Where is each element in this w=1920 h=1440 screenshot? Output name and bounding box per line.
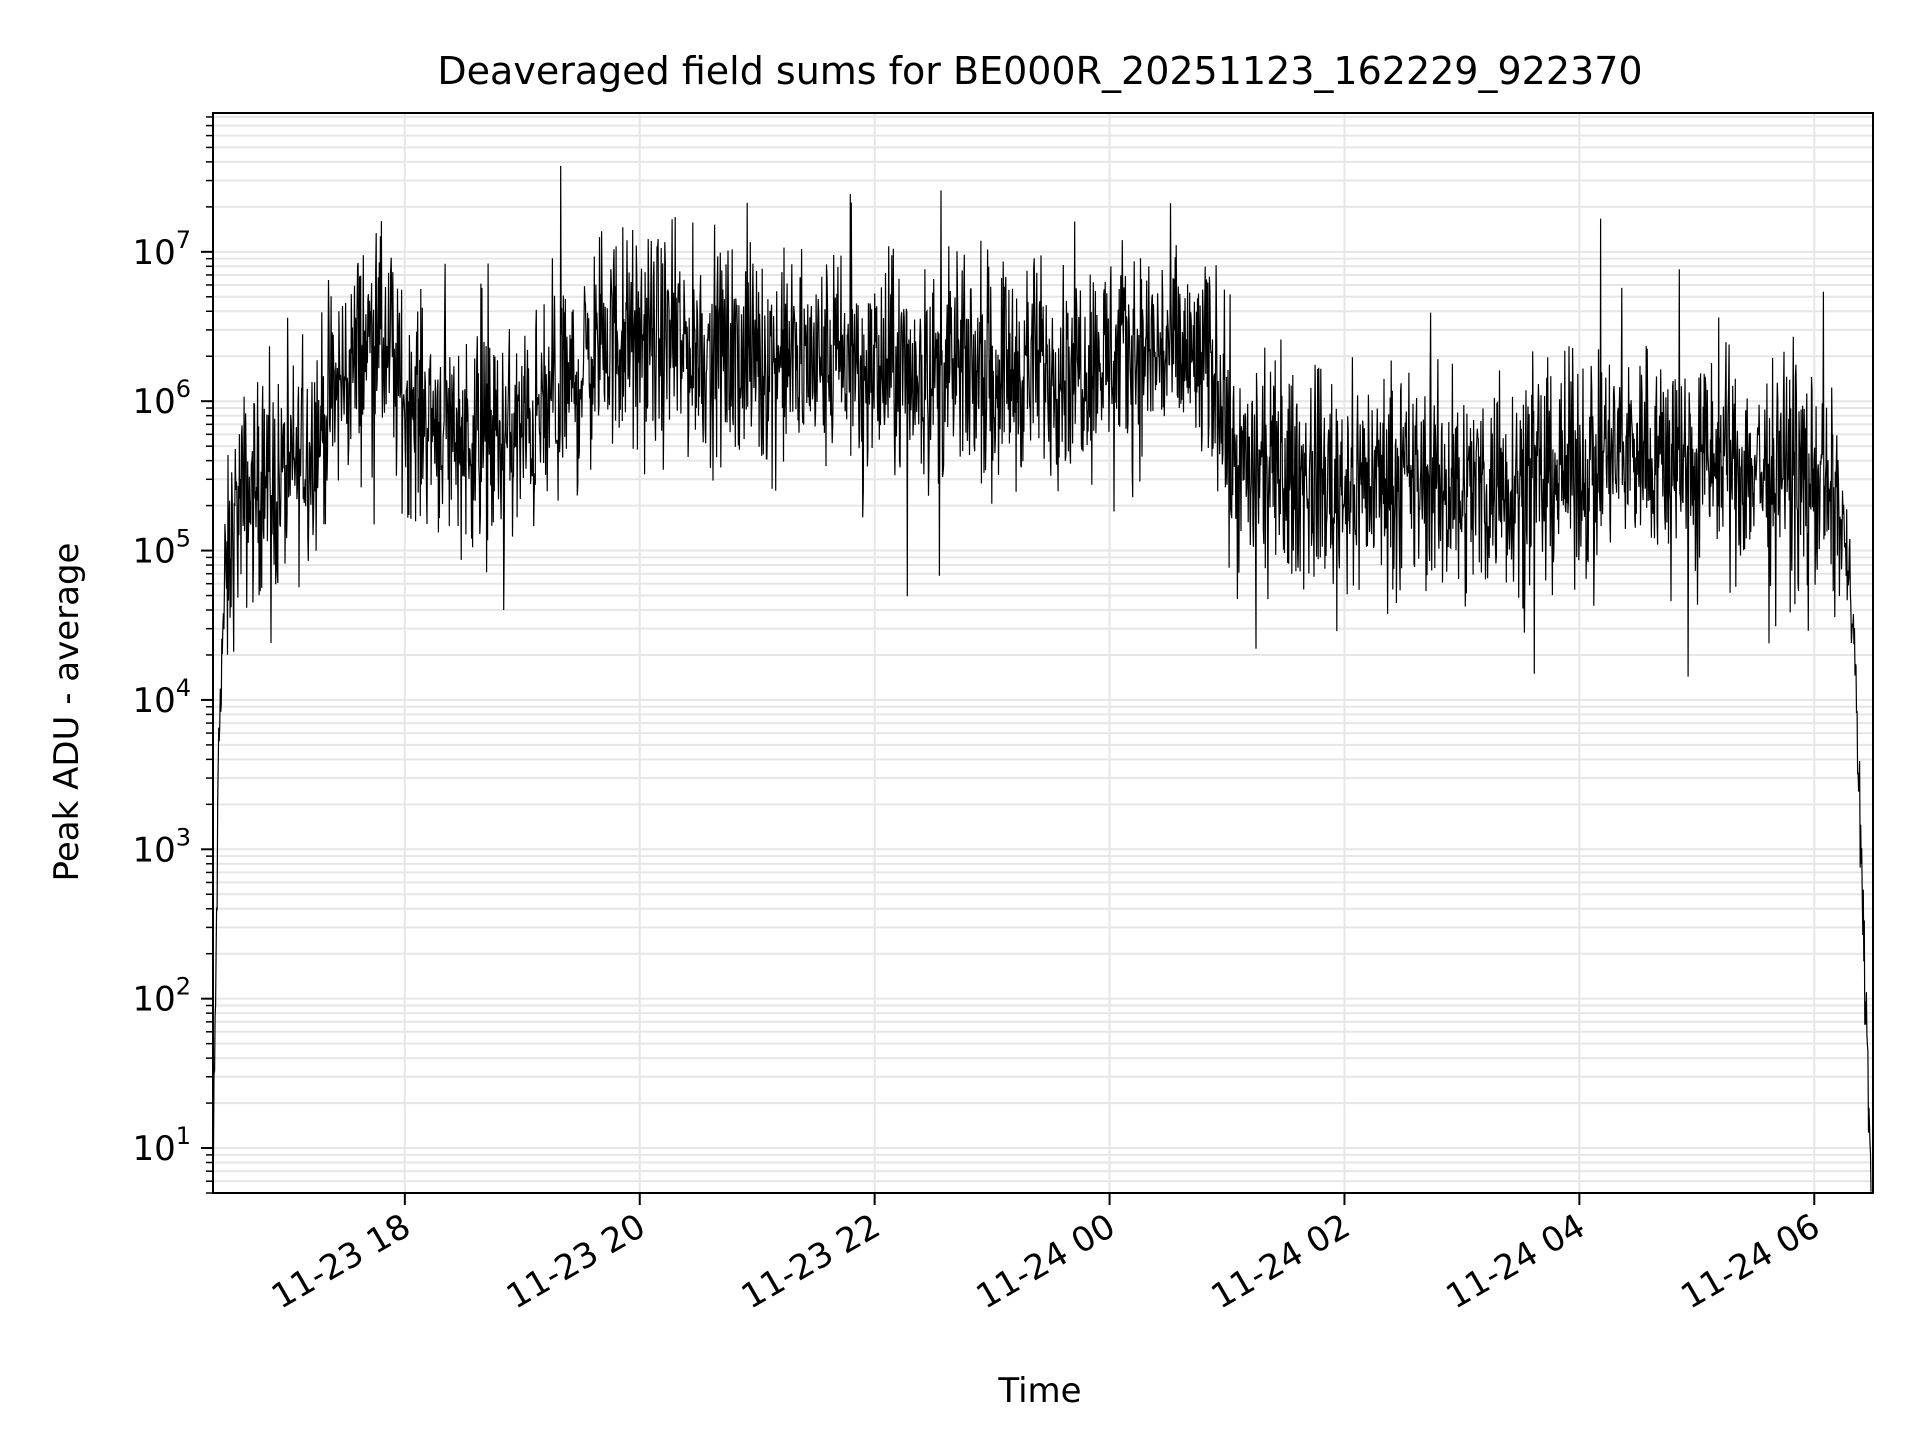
y-tick-label: 107 bbox=[132, 226, 191, 273]
y-axis: 101 102 103 104 105 106 107 bbox=[132, 116, 213, 1194]
x-axis-label: Time bbox=[997, 1371, 1081, 1411]
y-tick-label: 105 bbox=[132, 525, 191, 572]
plot-frame bbox=[212, 112, 1874, 1194]
chart-title: Deaveraged field sums for BE000R_2025112… bbox=[437, 49, 1642, 93]
series-group bbox=[213, 165, 1872, 1192]
y-tick-label: 106 bbox=[132, 375, 191, 422]
y-tick-label: 102 bbox=[132, 973, 191, 1020]
y-axis-label: Peak ADU - average bbox=[47, 543, 87, 882]
series-line bbox=[213, 165, 1872, 1192]
y-tick-label: 104 bbox=[132, 674, 191, 721]
y-tick-label: 103 bbox=[132, 823, 191, 870]
y-tick-label: 101 bbox=[132, 1122, 191, 1169]
